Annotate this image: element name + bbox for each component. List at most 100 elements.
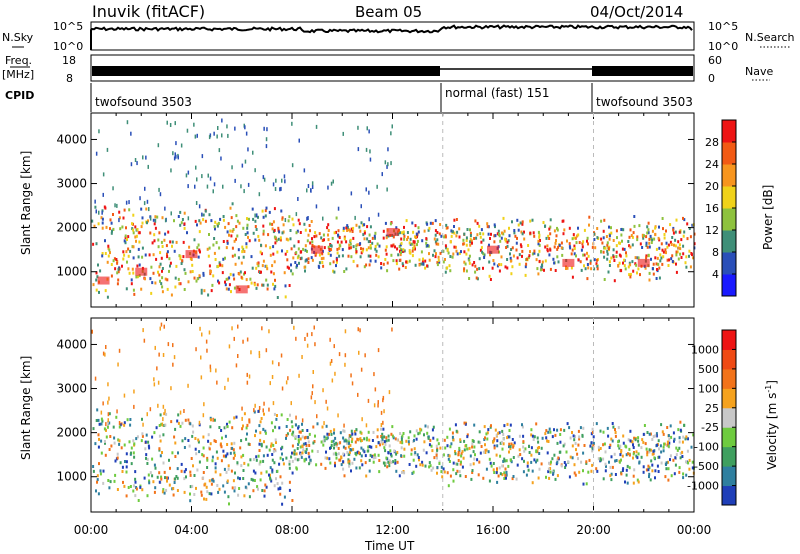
power-cell-1218 (256, 262, 259, 266)
velocity-cell-1500 (331, 378, 334, 383)
power-cell-148 (403, 225, 405, 229)
velocity-cell-924 (125, 465, 128, 469)
velocity-cell-774 (114, 459, 117, 463)
velocity-cell-164 (403, 471, 406, 475)
velocity-cell-235 (263, 489, 266, 493)
velocity-cell-368 (215, 450, 218, 454)
velocity-cell-989 (596, 469, 599, 473)
velocity-cell-679 (237, 476, 239, 480)
velocity-cell-391 (328, 432, 330, 436)
power-cell-1479 (315, 204, 318, 209)
velocity-cell-1387 (151, 457, 154, 461)
velocity-cell-1393 (540, 446, 543, 450)
velocity-cell-547 (104, 441, 106, 445)
velocity-cell-1443 (208, 330, 211, 335)
velocity-cell-1039 (384, 449, 387, 453)
power-cell-866 (359, 242, 362, 246)
power-cell-1248 (623, 264, 626, 268)
power-cell-876 (437, 242, 440, 246)
velocity-cell-752 (153, 490, 156, 494)
velocity-cell-612 (329, 429, 332, 433)
power-cell-700 (141, 216, 144, 220)
velocity-cell-1004 (582, 451, 585, 455)
power-cell-456 (227, 222, 230, 226)
velocity-cell-692 (379, 443, 381, 447)
power-blob-0 (97, 276, 110, 285)
power-cell-676 (336, 247, 339, 251)
power-cell-48 (610, 226, 612, 230)
power-cell-128 (216, 222, 219, 226)
power-cell-274 (228, 276, 231, 280)
velocity-cell-186 (132, 489, 135, 493)
velocity-cell-373 (461, 465, 464, 469)
power-cell-936 (504, 237, 507, 241)
power-cell-823 (399, 258, 402, 262)
power-cell-873 (272, 220, 275, 224)
power-blob-2 (185, 250, 198, 259)
power-cell-413 (214, 227, 216, 231)
power-cell-1336 (422, 257, 424, 261)
velocity-cell-793 (678, 466, 681, 470)
velocity-cell-6 (253, 479, 256, 482)
power-cell-975 (236, 219, 239, 223)
velocity-cell-1165 (401, 434, 404, 438)
power-cell-1127 (245, 245, 248, 249)
velocity-cell-122 (193, 474, 196, 477)
power-cell-604 (412, 246, 415, 250)
velocity-cell-294 (94, 442, 97, 446)
power-cell-1387 (478, 267, 481, 271)
power-cell-317 (632, 231, 635, 235)
velocity-cell-438 (495, 433, 498, 437)
freq-left-label-top: Freq. (5, 54, 32, 67)
power-cell-1005 (311, 258, 314, 262)
velocity-cell-1060 (447, 453, 450, 457)
velocity-cell-445 (420, 428, 423, 432)
power-cell-612 (641, 246, 644, 249)
velocity-cell-1038 (281, 445, 284, 449)
power-cell-454 (361, 223, 364, 227)
power-cell-1233 (624, 267, 627, 271)
power-cell-1425 (283, 174, 286, 179)
velocity-cell-1285 (97, 418, 100, 422)
velocity-cell-1118 (443, 470, 446, 474)
velocity-cell-1460 (162, 353, 165, 357)
power-cell-432 (417, 230, 420, 234)
power-cell-397 (303, 265, 306, 269)
velocity-cell-1558 (258, 406, 261, 410)
power-cell-921 (384, 248, 387, 252)
power-cell-691 (474, 270, 477, 274)
power-cell-201 (636, 235, 639, 239)
power-cell-155 (307, 261, 310, 264)
velocity-cell-508 (180, 462, 183, 466)
velocity-cell-27 (573, 438, 576, 442)
power-cell-1267 (207, 254, 210, 258)
power-cell-323 (492, 259, 495, 262)
velocity-cell-1048 (196, 468, 199, 472)
power-cell-947 (225, 287, 228, 291)
power-cell-211 (403, 249, 406, 253)
velocity-cell-837 (235, 415, 238, 419)
velocity-cell-356 (427, 425, 429, 429)
velocity-cell-116 (574, 473, 577, 477)
velocity-cell-736 (682, 472, 685, 476)
power-cell-1474 (330, 181, 333, 186)
velocity-cell-479 (417, 456, 420, 459)
velocity-cell-780 (545, 429, 548, 433)
power-cell-1168 (524, 273, 527, 277)
power-cell-933 (251, 207, 254, 211)
velocity-cell-196 (335, 444, 338, 448)
power-cell-1405 (291, 121, 293, 126)
velocity-cell-263 (276, 414, 278, 417)
power-cell-436 (586, 263, 589, 266)
power-cell-919 (365, 263, 368, 267)
power-cell-1394 (367, 240, 370, 244)
power-cell-497 (276, 296, 279, 299)
power-cell-1310 (299, 250, 302, 254)
velocity-cell-1423 (102, 351, 105, 356)
power-cell-812 (693, 242, 696, 246)
power-cell-1375 (116, 282, 119, 286)
velocity-cell-882 (422, 448, 425, 452)
power-cell-1276 (293, 244, 296, 248)
velocity-cell-217 (501, 429, 504, 433)
velocity-cell-175 (682, 476, 685, 480)
